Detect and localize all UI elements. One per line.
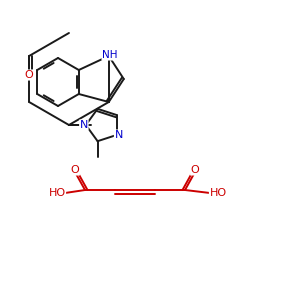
Text: NH: NH xyxy=(102,50,118,60)
Text: O: O xyxy=(70,165,80,175)
Text: N: N xyxy=(80,120,88,130)
Text: HO: HO xyxy=(48,188,66,198)
Text: O: O xyxy=(25,70,34,80)
Text: HO: HO xyxy=(209,188,226,198)
Text: N: N xyxy=(114,130,123,140)
Text: O: O xyxy=(190,165,200,175)
